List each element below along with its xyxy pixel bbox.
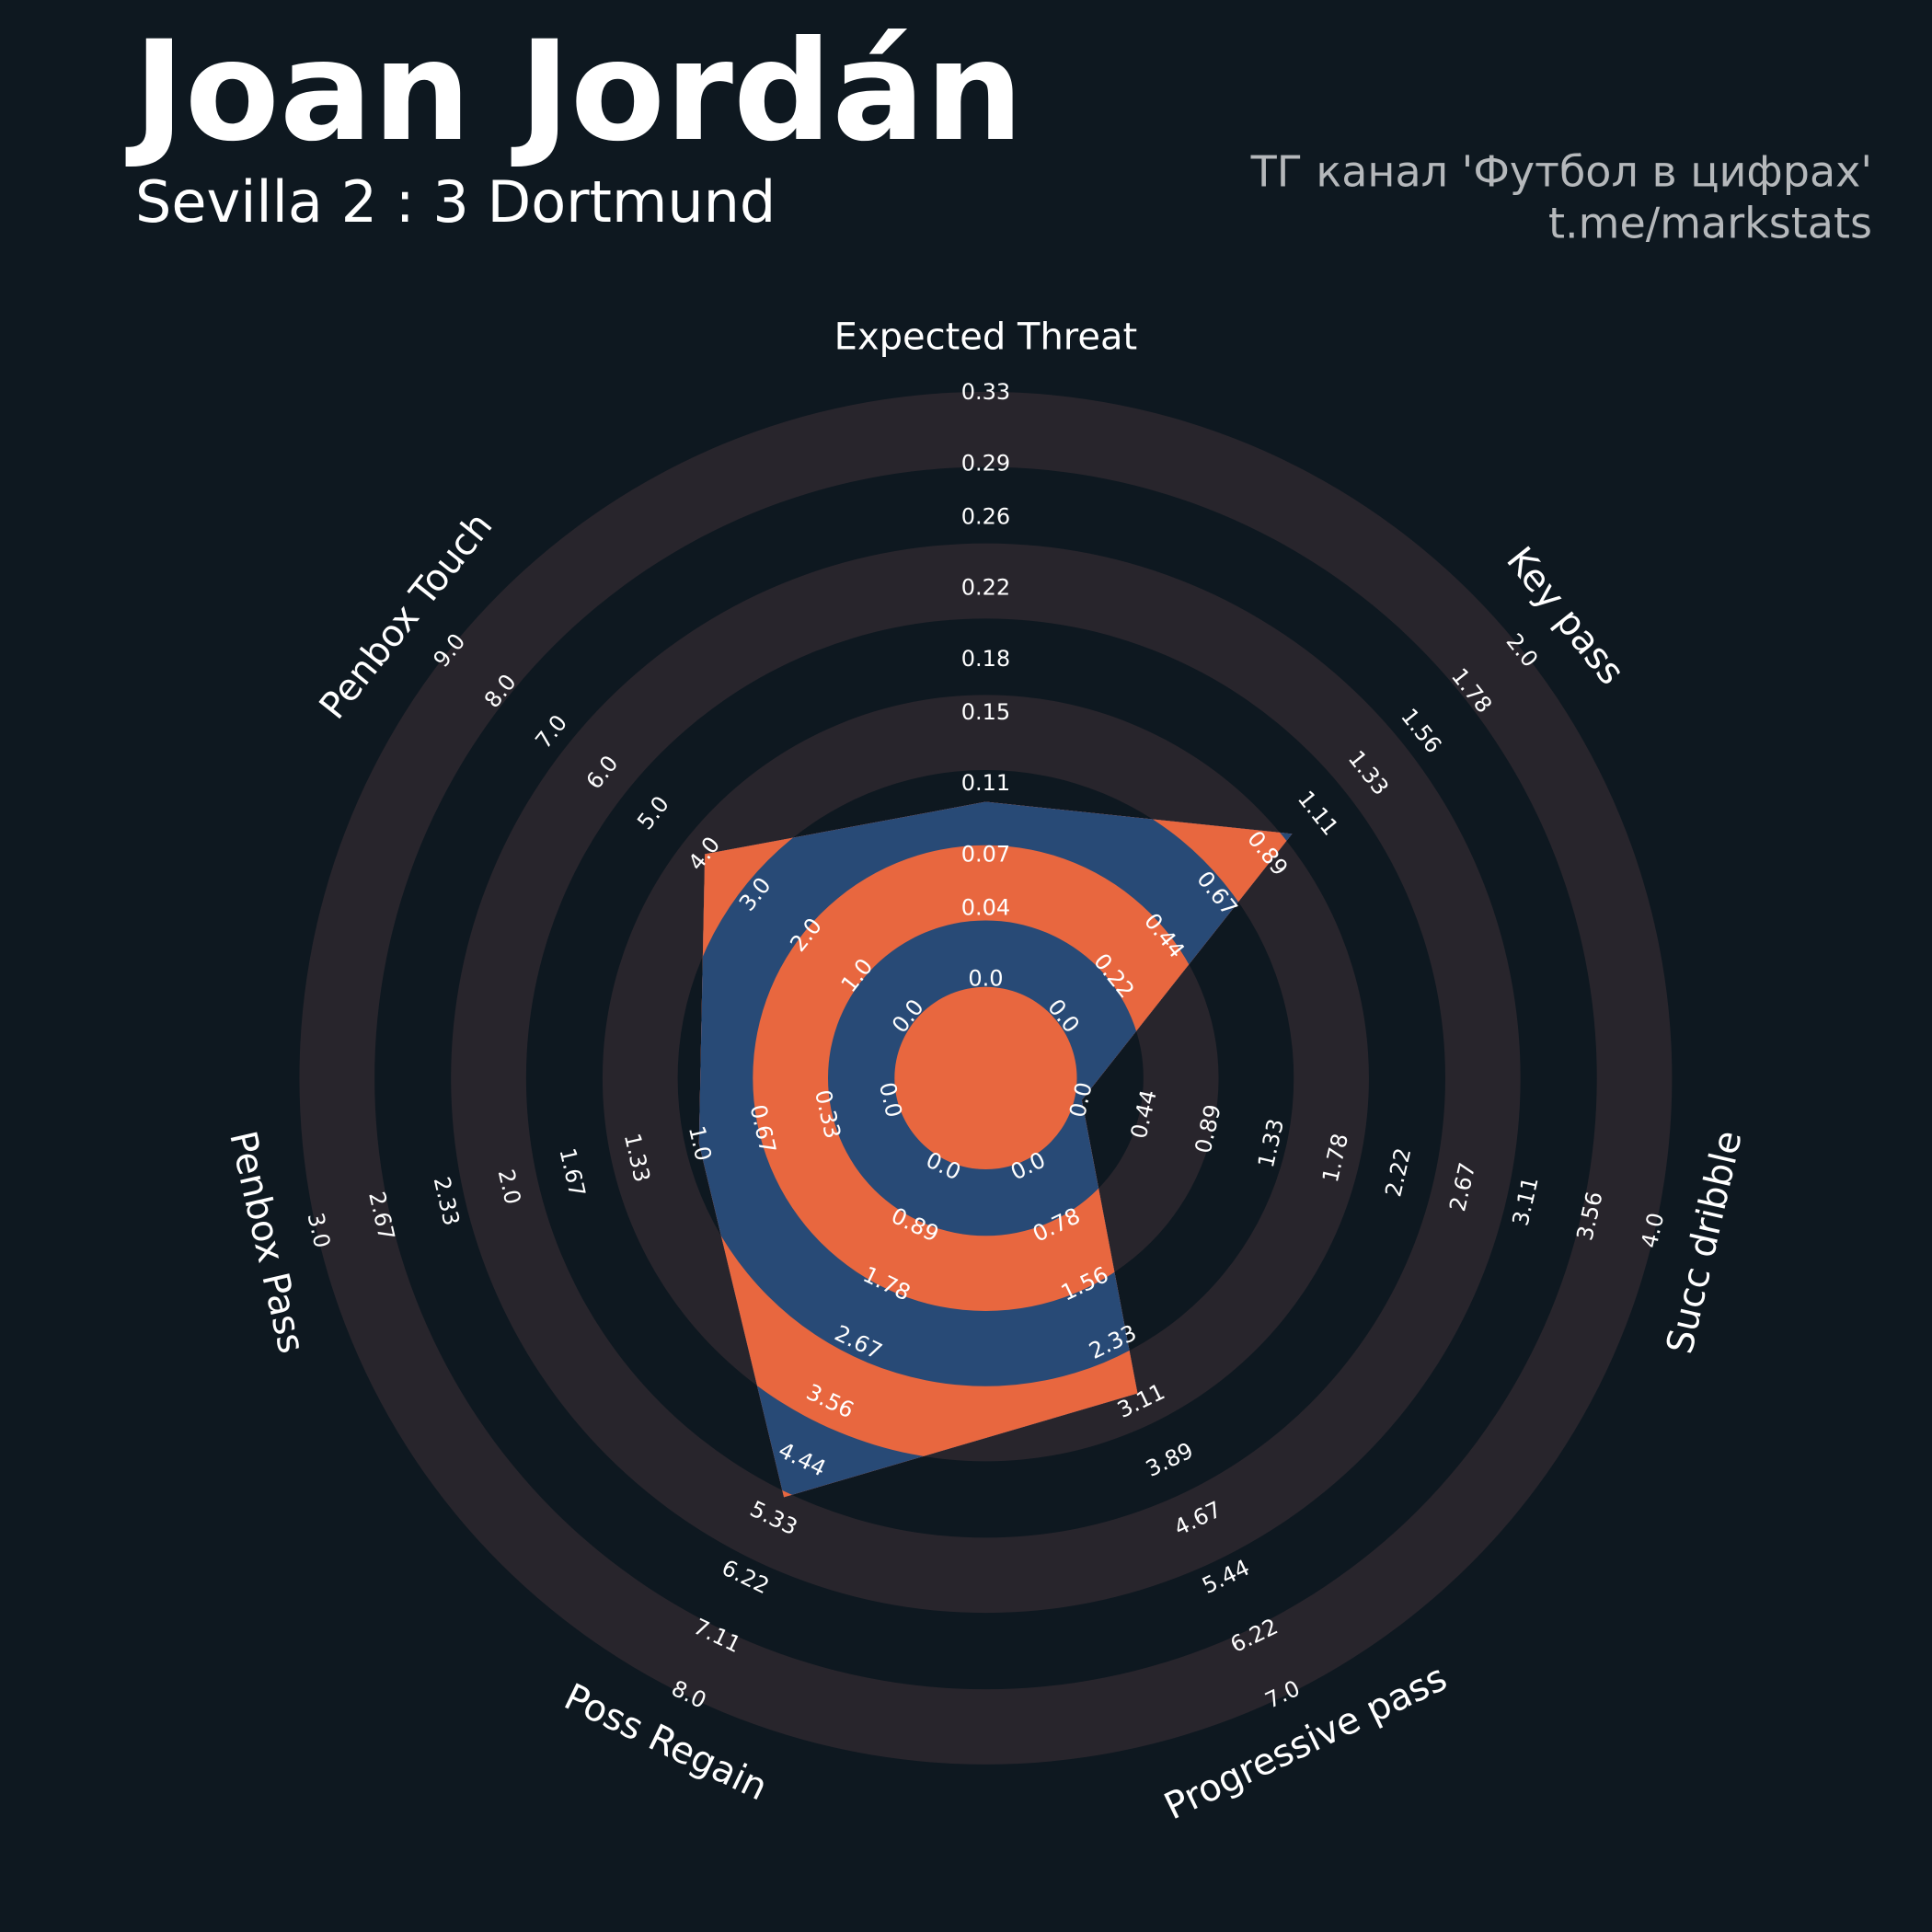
- tick-label: 0.29: [961, 451, 1010, 477]
- credit: t.me/markstats: [1548, 199, 1872, 248]
- tick-label: 0.07: [961, 842, 1010, 868]
- chart-title: Joan Jordán: [125, 12, 1023, 172]
- tick-label: 0.22: [961, 575, 1010, 601]
- tick-label: 0.26: [961, 503, 1010, 529]
- tick-label: 0.04: [961, 894, 1010, 920]
- radar-ring: [894, 986, 1077, 1169]
- credit: ТГ канал 'Футбол в цифрах': [1250, 147, 1872, 197]
- tick-label: 0.15: [961, 699, 1010, 725]
- tick-label: 0.33: [961, 379, 1010, 405]
- tick-label: 0.18: [961, 646, 1010, 672]
- tick-label: 0.11: [961, 770, 1010, 796]
- param-label: Expected Threat: [834, 316, 1138, 358]
- tick-label: 0.0: [968, 966, 1003, 992]
- chart-subtitle: Sevilla 2 : 3 Dortmund: [135, 168, 776, 236]
